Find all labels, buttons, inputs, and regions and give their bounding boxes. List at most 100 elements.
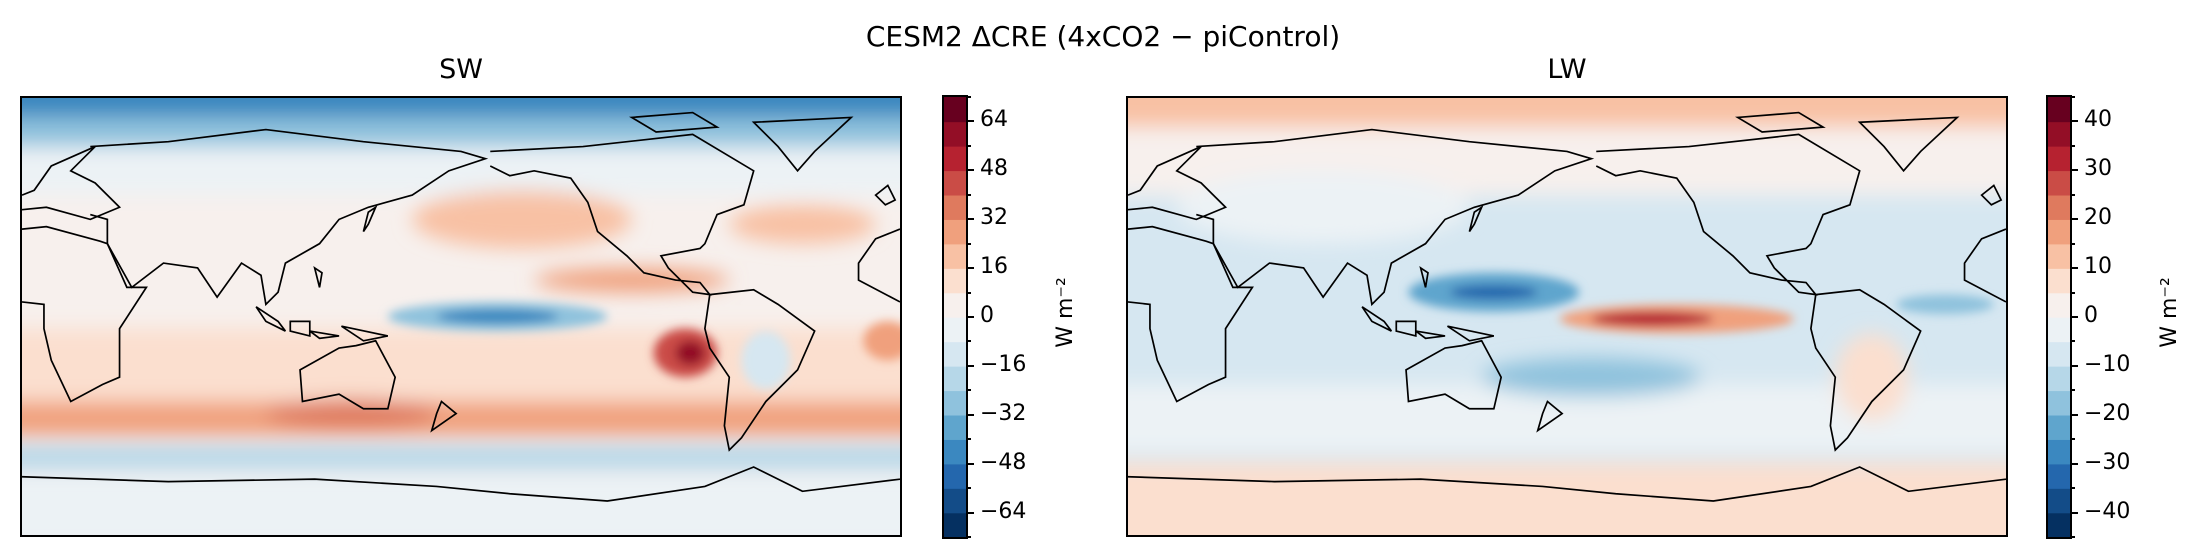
- lw-colorbar-level: [2048, 512, 2070, 537]
- sw-colorbar-minor-tick: [966, 389, 971, 392]
- sw-colorbar-level: [944, 341, 966, 367]
- sw-nh-land: [22, 146, 900, 196]
- lw-colorbar-ticks: 40 30 20 10 0 −10 −20 −30 −40: [2070, 95, 2190, 539]
- sw-coastlines: [22, 111, 900, 502]
- lw-colorbar-level: [2048, 463, 2070, 489]
- tick-mark: [966, 316, 974, 318]
- sw-colorbar-tick-label: −48: [980, 449, 1027, 475]
- lw-colorbar-minor-tick: [2070, 340, 2075, 343]
- sw-southamerica-negative: [741, 331, 791, 390]
- sw-colorbar-minor-tick: [966, 438, 971, 441]
- sw-atlantic-stratocumulus: [863, 321, 900, 361]
- lw-colorbar-level: [2048, 121, 2070, 147]
- sw-colorbar-level: [944, 414, 966, 440]
- lw-spcz-negative: [1481, 357, 1702, 397]
- lw-asia-neutral: [1176, 170, 1470, 244]
- sw-colorbar-level: [944, 194, 966, 220]
- lw-colorbar: [2046, 95, 2072, 539]
- lw-colorbar-tick-label: −30: [2084, 449, 2131, 475]
- tick-mark: [2070, 364, 2078, 367]
- sw-colorbar-tick-label: 64: [980, 107, 1008, 133]
- tick-mark: [2070, 120, 2078, 123]
- lw-colorbar-minor-tick: [2070, 291, 2075, 294]
- sw-colorbar-minor-tick: [966, 291, 971, 294]
- lw-colorbar-level: [2048, 170, 2070, 196]
- sw-colorbar-level: [944, 512, 966, 537]
- sw-colorbar-level: [944, 170, 966, 196]
- sw-natl-positive: [729, 204, 876, 244]
- sw-equatorial-pacific-core: [436, 309, 559, 324]
- lw-colorbar-minor-tick: [2070, 242, 2075, 245]
- lw-colorbar-level: [2048, 243, 2070, 269]
- lw-colorbar-level: [2048, 317, 2070, 343]
- sw-colorbar-minor-tick: [966, 536, 971, 538]
- tick-mark: [966, 462, 974, 465]
- sw-colorbar-level: [944, 145, 966, 172]
- sw-colorbar-level: [944, 488, 966, 514]
- lw-colorbar-tick-label: 30: [2084, 156, 2112, 182]
- sw-colorbar-ticks: 64 48 32 16 0 −16 −32 −48 −64: [966, 95, 1086, 539]
- tick-mark: [966, 169, 974, 172]
- lw-colorbar-level: [2048, 341, 2070, 367]
- sw-colorbar-label: W m⁻²: [1052, 277, 1078, 348]
- sw-colorbar-level: [944, 219, 966, 245]
- tick-mark: [2070, 169, 2078, 172]
- tick-mark: [2070, 267, 2078, 270]
- lw-west-pacific-core: [1449, 284, 1538, 300]
- sw-colorbar-level: [944, 463, 966, 489]
- sw-colorbar-minor-tick: [966, 340, 971, 343]
- sw-colorbar-level: [944, 97, 966, 123]
- sw-so-negative: [22, 445, 900, 470]
- lw-colorbar-tick-label: −10: [2084, 351, 2131, 377]
- sw-colorbar: [942, 95, 968, 539]
- sw-colorbar-level: [944, 390, 966, 416]
- sw-colorbar-minor-tick: [966, 193, 971, 196]
- sw-colorbar-tick-label: −16: [980, 351, 1027, 377]
- lw-colorbar-level: [2048, 292, 2070, 318]
- sw-arctic-negative: [22, 98, 900, 118]
- lw-colorbar-level: [2048, 219, 2070, 245]
- lw-colorbar-minor-tick: [2070, 536, 2075, 538]
- tick-mark: [2070, 413, 2078, 416]
- lw-colorbar-tick-label: 20: [2084, 205, 2112, 231]
- lw-colorbar-tick-label: −20: [2084, 400, 2131, 426]
- lw-colorbar-level: [2048, 97, 2070, 123]
- lw-atlantic-itcz-negative: [1896, 294, 1994, 315]
- sw-colorbar-minor-tick: [966, 144, 971, 147]
- sw-colorbar-level: [944, 243, 966, 269]
- sw-southern-ocean-positive: [22, 401, 900, 436]
- sw-colorbar-level: [944, 439, 966, 465]
- sw-colorbar-minor-tick: [966, 487, 971, 490]
- sw-colorbar-minor-tick: [966, 242, 971, 245]
- sw-epac-positive: [534, 267, 730, 293]
- sw-panel-title: SW: [439, 54, 483, 85]
- tick-mark: [966, 218, 974, 221]
- lw-colorbar-level: [2048, 145, 2070, 172]
- sw-colorbar-tick-label: 0: [980, 303, 994, 328]
- lw-equatorial-pacific-core: [1591, 311, 1714, 327]
- lw-panel-title: LW: [1547, 54, 1587, 85]
- lw-colorbar-minor-tick: [2070, 487, 2075, 490]
- lw-map: [1126, 96, 2008, 537]
- tick-mark: [2070, 218, 2078, 221]
- lw-arctic-positive: [1128, 98, 2006, 128]
- lw-colorbar-minor-tick: [2070, 193, 2075, 196]
- lw-colorbar-tick-label: 40: [2084, 107, 2112, 133]
- tick-mark: [966, 120, 974, 123]
- sw-colorbar-tick-label: −32: [980, 400, 1027, 426]
- sw-colorbar-tick-label: 48: [980, 156, 1008, 182]
- sw-npac-positive: [412, 190, 632, 249]
- lw-colorbar-minor-tick: [2070, 96, 2075, 98]
- lw-colorbar-level: [2048, 390, 2070, 416]
- lw-colorbar-tick-label: −40: [2084, 498, 2131, 524]
- figure-title: CESM2 ΔCRE (4xCO2 − piControl): [865, 20, 1341, 53]
- sw-map: [20, 96, 902, 537]
- tick-mark: [2070, 462, 2078, 465]
- tick-mark: [2070, 316, 2078, 318]
- lw-colorbar-level: [2048, 268, 2070, 294]
- tick-mark: [966, 267, 974, 270]
- lw-colorbar-minor-tick: [2070, 438, 2075, 441]
- lw-colorbar-level: [2048, 439, 2070, 465]
- lw-antarctic-positive: [1128, 462, 2006, 535]
- lw-colorbar-level: [2048, 365, 2070, 392]
